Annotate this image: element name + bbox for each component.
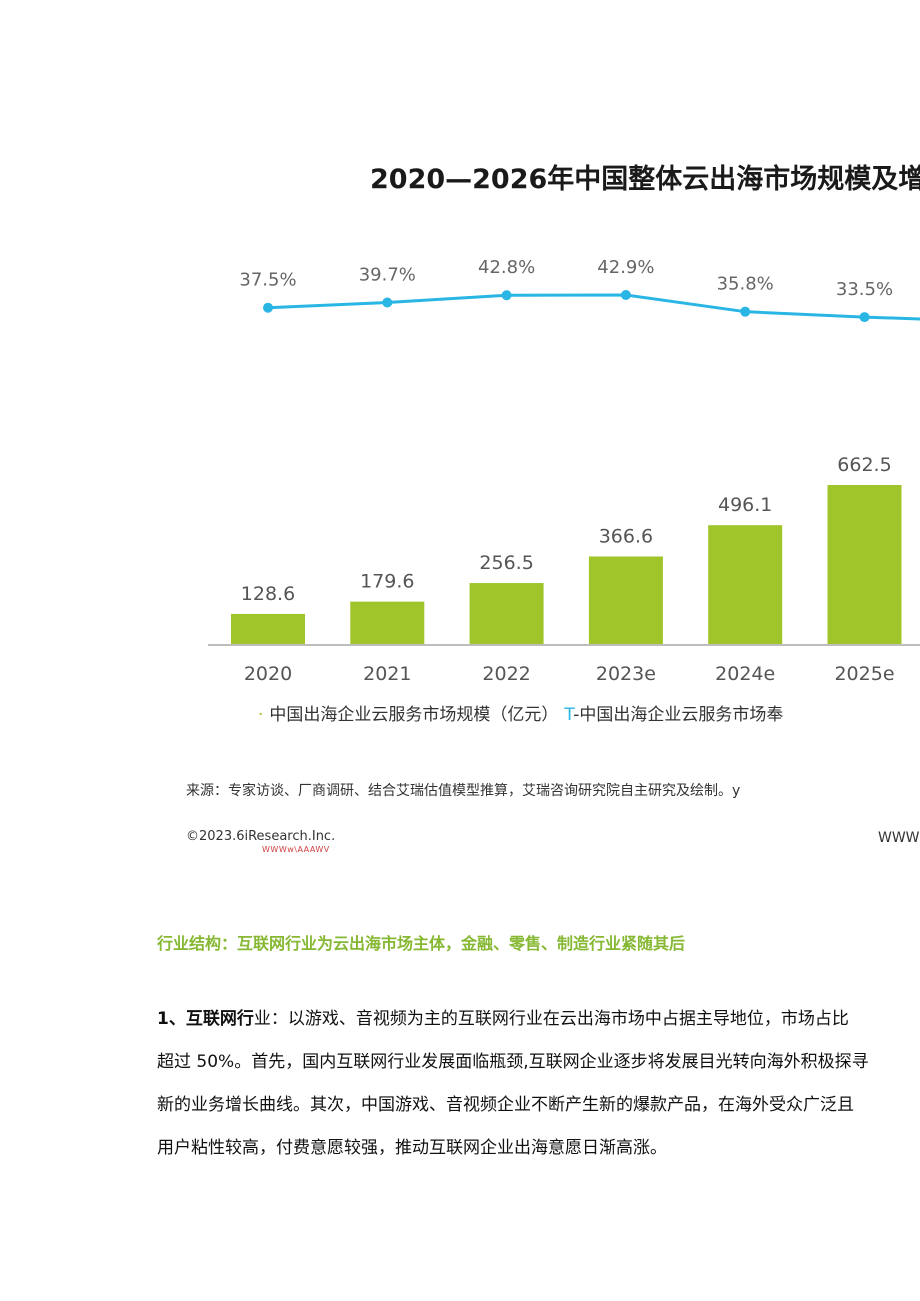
market-size-bar-series: 128.6 179.6 256.5 366.6 496.1 662.5 [231, 454, 902, 645]
bar-label-2023e: 366.6 [599, 525, 653, 547]
chart-legend: · 中国出海企业云服务市场规模（亿元） T-中国出海企业云服务市场奉 [258, 700, 783, 725]
x-tick-2023e: 2023e [596, 663, 656, 685]
copyright-text: ©2023.6iResearch.Inc. [186, 829, 336, 844]
line-label-2024e: 35.8% [717, 274, 774, 295]
x-tick-2020: 2020 [244, 663, 292, 685]
bar-legend-label: 中国出海企业云服务市场规模（亿元） [269, 705, 559, 725]
bar-2020 [231, 613, 305, 645]
growth-rate-line [267, 293, 920, 321]
x-tick-2024e: 2024e [715, 663, 775, 685]
line-label-2021: 39.7% [359, 265, 416, 286]
bar-label-2025e: 662.5 [837, 454, 891, 476]
section-heading: 行业结构：互联网行业为云出海市场主体，金融、零售、制造行业紧随其后 [157, 934, 686, 953]
chart-title: 2020—2026年中国整体云出海市场规模及增速 [370, 163, 920, 195]
paragraph-line-2: 超过 50%。首先，国内互联网行业发展面临瓶颈,互联网企业逐步将发展目光转向海外… [157, 1052, 869, 1072]
paragraph-line-1-rest: 业：以游戏、音视频为主的互联网行业在云出海市场中占据主导地位，市场占比 [253, 1009, 849, 1029]
line-label-2022: 42.8% [478, 257, 535, 278]
paragraph-line-1: 1、互联网行业：以游戏、音视频为主的互联网行业在云出海市场中占据主导地位，市场占… [157, 998, 917, 1041]
bar-2024e [708, 525, 783, 645]
line-point-2024e [740, 306, 751, 317]
x-tick-2022: 2022 [482, 663, 530, 685]
copyright-watermark: WWWw\AAAWV [262, 845, 330, 854]
bar-2022 [469, 583, 544, 645]
bar-label-2021: 179.6 [360, 571, 414, 593]
paragraph-lead: 1、互联网行 [157, 1009, 254, 1029]
bar-label-2022: 256.5 [479, 552, 533, 574]
growth-rate-line-series: 37.5% 39.7% 42.8% 42.9% 35.8% 33.5% [239, 257, 920, 323]
x-axis-tick-labels: 2020202120222023e2024e2025e2026e [244, 663, 895, 685]
line-label-2020: 37.5% [239, 270, 296, 291]
x-tick-2025e: 2025e [834, 663, 894, 685]
line-point-2021 [382, 297, 393, 308]
body-paragraph: 1、互联网行业：以游戏、音视频为主的互联网行业在云出海市场中占据主导地位，市场占… [157, 998, 917, 1170]
bar-label-2024e: 496.1 [718, 494, 772, 516]
line-label-2025e: 33.5% [836, 279, 893, 300]
bar-label-2020: 128.6 [241, 583, 295, 605]
line-point-2020 [263, 302, 273, 313]
line-point-2023e [620, 290, 631, 300]
bar-2025e [827, 485, 902, 645]
bar-2021 [350, 601, 425, 645]
line-point-2022 [501, 290, 512, 301]
line-legend-label: -中国出海企业云服务市场奉 [573, 705, 784, 725]
x-tick-2021: 2021 [363, 663, 411, 685]
line-point-2025e [859, 312, 870, 323]
website-text: WWW [878, 830, 920, 846]
bar-2023e [588, 556, 663, 645]
line-legend-marker: T [564, 705, 574, 725]
paragraph-line-4: 用户粘性较高，付费意愿较强，推动互联网企业出海意愿日渐高涨。 [157, 1138, 667, 1158]
source-note: 来源：专家访谈、厂商调研、结合艾瑞估值模型推算，艾瑞咨询研究院自主研究及绘制。y [186, 783, 741, 799]
market-chart: 2020—2026年中国整体云出海市场规模及增速 37.5% 39.7% 42.8%… [208, 163, 920, 685]
bar-legend-marker: · [258, 705, 264, 725]
paragraph-line-3: 新的业务增长曲线。其次，中国游戏、音视频企业不断产生新的爆款产品，在海外受众广泛… [157, 1095, 854, 1115]
line-label-2023e: 42.9% [597, 257, 654, 278]
